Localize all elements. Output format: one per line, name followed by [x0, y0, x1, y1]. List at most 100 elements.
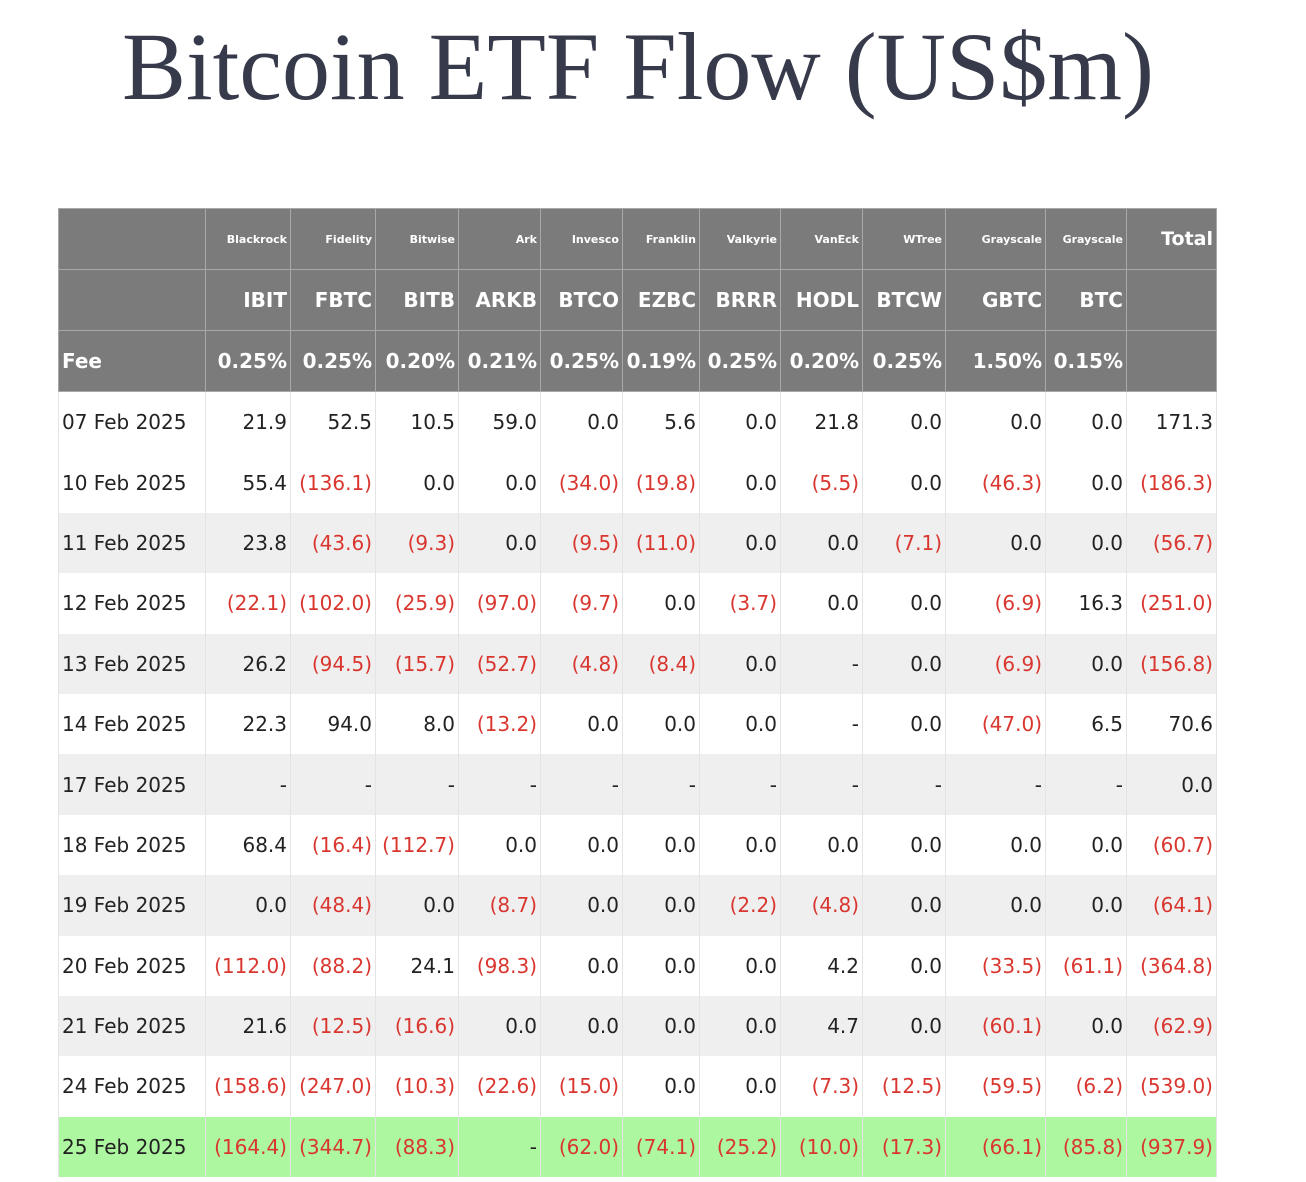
flow-cell: (9.7) [540, 573, 623, 634]
total-cell: (364.8) [1126, 935, 1217, 996]
flow-cell: 23.8 [205, 512, 291, 574]
flow-cell: 0.0 [862, 995, 946, 1057]
flow-cell: (15.0) [540, 1056, 623, 1117]
flow-cell: 6.5 [1045, 693, 1127, 755]
flow-cell: 0.0 [945, 512, 1046, 574]
flow-cell: (158.6) [205, 1056, 291, 1117]
date-cell: 12 Feb 2025 [58, 573, 206, 634]
header-cell [1126, 269, 1217, 331]
flow-cell: (88.3) [375, 1116, 459, 1178]
flow-cell: - [780, 693, 863, 755]
fee-value: 0.25% [699, 330, 781, 392]
data-row: 12 Feb 2025 (22.1) (102.0) (25.9) (97.0) (9.7… [58, 573, 1217, 634]
provider-name: Bitwise [375, 208, 459, 270]
flow-cell: (112.0) [205, 935, 291, 996]
flow-cell: 0.0 [622, 995, 700, 1057]
total-cell: 171.3 [1126, 391, 1217, 453]
total-cell: (64.1) [1126, 875, 1217, 936]
flow-cell: 0.0 [622, 875, 700, 936]
flow-cell: (17.3) [862, 1116, 946, 1178]
flow-cell: - [699, 754, 781, 815]
ticker: BRRR [699, 269, 781, 331]
flow-cell: - [862, 754, 946, 815]
ticker: BTCO [540, 269, 623, 331]
flow-cell: 0.0 [622, 573, 700, 634]
flow-cell: 0.0 [699, 814, 781, 876]
provider-name: Valkyrie [699, 208, 781, 270]
flow-cell: 0.0 [699, 1056, 781, 1117]
data-row: 19 Feb 2025 0.0 (48.4) 0.0 (8.7) 0.0 0.0 (2.2)(… [58, 875, 1217, 936]
ticker: EZBC [622, 269, 700, 331]
flow-cell: - [780, 754, 863, 815]
total-cell: (62.9) [1126, 995, 1217, 1057]
provider-name: Invesco [540, 208, 623, 270]
flow-cell: (3.7) [699, 573, 781, 634]
flow-cell: (102.0) [290, 573, 376, 634]
flow-cell: (98.3) [458, 935, 541, 996]
provider-name: Ark [458, 208, 541, 270]
flow-cell: (8.4) [622, 633, 700, 694]
flow-cell: 0.0 [699, 452, 781, 513]
flow-cell: (16.4) [290, 814, 376, 876]
flow-cell: (136.1) [290, 452, 376, 513]
flow-cell: 0.0 [458, 995, 541, 1057]
header-cell [58, 269, 206, 331]
flow-cell: (88.2) [290, 935, 376, 996]
flow-cell: 0.0 [1045, 995, 1127, 1057]
flow-cell: - [458, 754, 541, 815]
flow-cell: (6.9) [945, 573, 1046, 634]
flow-cell: (61.1) [1045, 935, 1127, 996]
header-row: Fee 0.25% 0.25% 0.20% 0.21% 0.25% 0.19% 0.25% 0.… [58, 330, 1217, 392]
fee-value: 0.20% [375, 330, 459, 392]
fee-value: 0.25% [205, 330, 291, 392]
flow-cell: 68.4 [205, 814, 291, 876]
total-cell: (539.0) [1126, 1056, 1217, 1117]
date-cell: 18 Feb 2025 [58, 814, 206, 876]
flow-cell: (247.0) [290, 1056, 376, 1117]
flow-cell: 0.0 [622, 935, 700, 996]
flow-cell: (7.1) [862, 512, 946, 574]
flow-cell: - [1045, 754, 1127, 815]
ticker: HODL [780, 269, 863, 331]
ticker: BITB [375, 269, 459, 331]
flow-cell: 0.0 [862, 391, 946, 453]
flow-cell: 0.0 [945, 814, 1046, 876]
flow-cell: 4.2 [780, 935, 863, 996]
flow-cell: (12.5) [862, 1056, 946, 1117]
flow-cell: 0.0 [699, 935, 781, 996]
flow-cell: 0.0 [540, 995, 623, 1057]
date-cell: 24 Feb 2025 [58, 1056, 206, 1117]
flow-cell: 0.0 [1045, 452, 1127, 513]
flow-cell: 0.0 [945, 875, 1046, 936]
flow-cell: 0.0 [205, 875, 291, 936]
fee-value: 0.15% [1045, 330, 1127, 392]
data-row: 11 Feb 2025 23.8 (43.6) (9.3) 0.0 (9.5) (11.0)… [58, 512, 1217, 574]
flow-cell: (7.3) [780, 1056, 863, 1117]
provider-name: Blackrock [205, 208, 291, 270]
page-title: Bitcoin ETF Flow (US$m) [121, 13, 1155, 120]
flow-cell: 0.0 [375, 875, 459, 936]
flow-cell: 0.0 [540, 391, 623, 453]
flow-cell: (8.7) [458, 875, 541, 936]
flow-cell: (9.5) [540, 512, 623, 574]
total-cell: (56.7) [1126, 512, 1217, 574]
ticker: IBIT [205, 269, 291, 331]
flow-cell: (25.2) [699, 1116, 781, 1178]
flow-cell: 0.0 [622, 693, 700, 755]
date-cell: 10 Feb 2025 [58, 452, 206, 513]
total-cell: (251.0) [1126, 573, 1217, 634]
flow-cell: (22.1) [205, 573, 291, 634]
table-body: Blackrock Fidelity Bitwise Ark Invesco Frankl… [58, 208, 1217, 1178]
ticker: ARKB [458, 269, 541, 331]
flow-cell: (97.0) [458, 573, 541, 634]
flow-cell: (60.1) [945, 995, 1046, 1057]
flow-cell: (48.4) [290, 875, 376, 936]
flow-cell: (85.8) [1045, 1116, 1127, 1178]
total-cell: (60.7) [1126, 814, 1217, 876]
fee-value: 1.50% [945, 330, 1046, 392]
date-cell: 19 Feb 2025 [58, 875, 206, 936]
flow-cell: 0.0 [622, 814, 700, 876]
data-row: 14 Feb 2025 22.3 94.0 8.0 (13.2) 0.0 0.0 0.0-0.… [58, 693, 1217, 755]
flow-cell: 0.0 [862, 935, 946, 996]
